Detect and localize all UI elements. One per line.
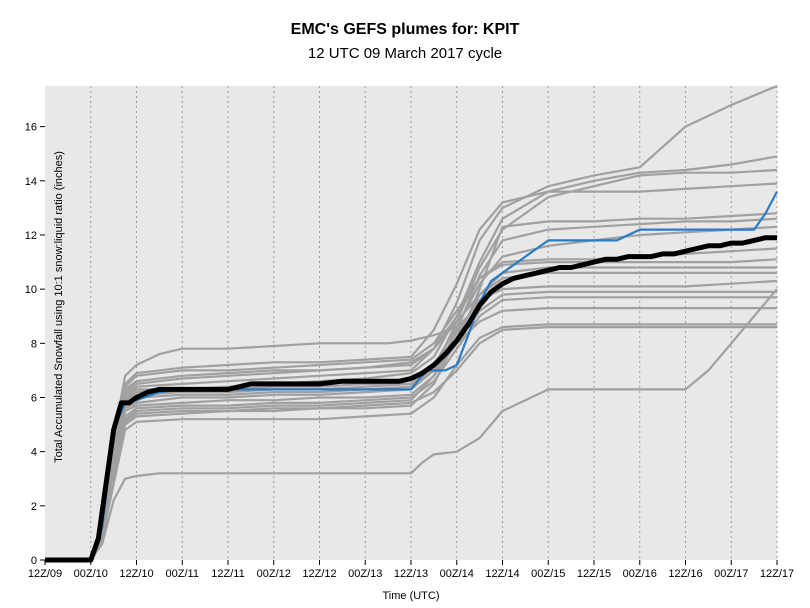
y-tick-label: 10: [25, 284, 37, 296]
mean-line: [45, 235, 777, 563]
chart-subtitle: 12 UTC 09 March 2017 cycle: [307, 45, 503, 62]
x-tick-label: 12Z/10: [119, 568, 153, 580]
x-tick-label: 12Z/15: [577, 568, 611, 580]
x-tick-label: 12Z/11: [211, 568, 244, 580]
highlight-member: [45, 191, 778, 562]
x-tick-label: 00Z/17: [714, 568, 748, 580]
highlight-line: [45, 191, 778, 562]
x-tick-label: 00Z/13: [348, 568, 382, 580]
x-tick-label: 12Z/13: [394, 568, 428, 580]
x-tick-label: 12Z/09: [28, 568, 62, 580]
y-tick-label: 2: [31, 501, 37, 513]
x-tick-label: 12Z/14: [485, 568, 519, 580]
member-line: [45, 279, 778, 562]
member-line: [45, 323, 777, 562]
member-line: [45, 288, 778, 562]
member-line: [45, 326, 777, 562]
member-line: [45, 296, 777, 562]
y-tick-label: 6: [31, 392, 37, 404]
x-tick-label: 12Z/16: [668, 568, 702, 580]
x-tick-label: 00Z/12: [257, 568, 291, 580]
grid-lines: [90, 86, 778, 560]
chart-title: EMC's GEFS plumes for: KPIT: [290, 21, 520, 38]
member-line: [45, 212, 778, 562]
y-axis-label: Total Accumulated Snowfall using 10:1 sn…: [53, 151, 65, 463]
y-axis-ticks: 0 2 4 6 8 10 12 14 16: [25, 122, 45, 567]
x-tick-label: 00Z/10: [74, 568, 108, 580]
y-tick-label: 16: [25, 122, 37, 134]
member-line: [45, 271, 777, 562]
x-axis-label: Time (UTC): [382, 590, 439, 602]
y-tick-label: 0: [31, 555, 37, 567]
y-tick-label: 8: [31, 338, 37, 350]
x-tick-label: 00Z/14: [440, 568, 474, 580]
x-tick-label: 00Z/16: [623, 568, 657, 580]
y-tick-label: 12: [25, 230, 37, 242]
x-tick-label: 12Z/17: [760, 568, 794, 580]
x-tick-label: 00Z/11: [166, 568, 199, 580]
y-tick-label: 4: [31, 447, 37, 459]
y-tick-label: 14: [25, 176, 37, 188]
x-axis-ticks: 12Z/09 00Z/10 12Z/10 00Z/11 12Z/11 00Z/12 12Z/…: [28, 560, 794, 580]
ensemble-members: [45, 84, 778, 562]
x-tick-label: 12Z/12: [302, 568, 336, 580]
ensemble-mean: [45, 235, 777, 563]
x-tick-label: 00Z/15: [531, 568, 565, 580]
